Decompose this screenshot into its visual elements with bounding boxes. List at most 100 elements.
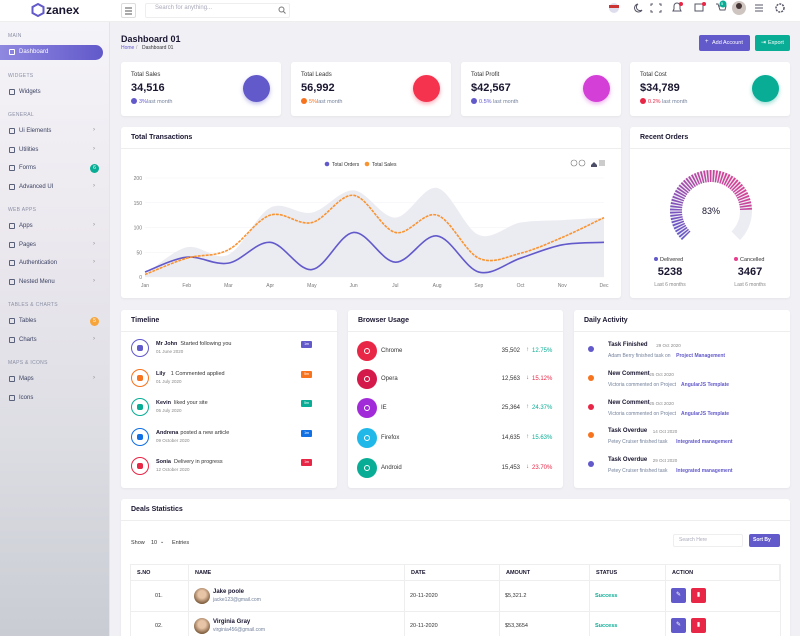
action-button[interactable]: ✎ xyxy=(671,618,686,633)
browser-icon-inner xyxy=(364,405,370,411)
stat-title: Total Profit xyxy=(471,72,500,78)
browser-trend: ↑ xyxy=(526,434,529,440)
browser-icon-inner xyxy=(364,348,370,354)
browser-name: IE xyxy=(381,405,387,411)
stat-period: last month xyxy=(662,99,688,105)
nav-item[interactable]: Icons xyxy=(0,391,103,406)
search-box[interactable] xyxy=(145,3,290,18)
timeline-card: Timeline Mr John Started following you 01 J… xyxy=(121,310,337,488)
nav-item[interactable]: Advanced UI › xyxy=(0,180,103,195)
menu-toggle[interactable] xyxy=(121,3,136,18)
stat-title: Total Cost xyxy=(640,72,667,78)
browser-icon-inner xyxy=(364,465,370,471)
brand: zanex xyxy=(46,3,80,17)
search-box[interactable] xyxy=(673,534,743,547)
header-button[interactable]: + Add Account xyxy=(699,35,750,51)
x-tick-label: Mar xyxy=(224,283,233,289)
timeline-action: Delivery in progress xyxy=(174,459,223,465)
activity-title: Task Finished xyxy=(608,342,648,348)
graphic: 0 50 100 150 200 Jan Feb Mar Apr May Jun Jul Aug Sep O… xyxy=(134,159,609,289)
sort-button[interactable]: Sort By xyxy=(749,534,780,547)
activity-title: New Comment xyxy=(608,400,650,406)
button-icon: + xyxy=(705,39,709,45)
stat-change: 0.2% xyxy=(648,99,661,105)
nav-arrow: › xyxy=(93,222,95,228)
browser-value: 25,364 xyxy=(501,405,520,411)
section-label: MAPS & ICONS xyxy=(8,360,48,366)
nav-item[interactable]: Pages › xyxy=(0,238,103,253)
stat-change-icon xyxy=(640,98,646,104)
timeline-icon-inner xyxy=(137,434,143,440)
nav-arrow: › xyxy=(93,240,95,247)
nav-item[interactable]: Nested Menu › xyxy=(0,275,103,290)
logo-bar xyxy=(0,0,110,22)
card-divider xyxy=(121,520,790,521)
deals-card: Deals Statistics Show 10 ⌄ Entries Search Her… xyxy=(121,499,790,636)
card-divider xyxy=(121,148,621,149)
nav-arrow: › xyxy=(93,259,95,265)
row-date: 20-11-2020 xyxy=(410,593,438,599)
nav-item[interactable]: Ui Elements › xyxy=(0,124,103,139)
nav-item[interactable]: Charts › xyxy=(0,333,103,348)
row-no: 01. xyxy=(155,593,163,599)
card-title: Deals Statistics xyxy=(131,506,183,513)
row-date: 20-11-2020 xyxy=(410,623,438,629)
timeline-icon-inner xyxy=(137,463,143,469)
section-label: TABLES & CHARTS xyxy=(8,302,58,308)
nav-icon xyxy=(9,183,15,190)
entries-caret: ⌄ xyxy=(160,539,165,545)
nav-item[interactable]: Widgets xyxy=(0,85,103,100)
stat-period: last month xyxy=(147,99,173,105)
search-placeholder: Search for anything... xyxy=(155,5,213,11)
nav-item[interactable]: Forms 6 xyxy=(0,161,103,176)
breadcrumb: Home xyxy=(121,45,135,51)
column-header: NAME xyxy=(195,570,212,576)
entries-select: 10 xyxy=(151,540,158,546)
button-label: Add Account xyxy=(712,40,743,46)
row-no: 02. xyxy=(155,623,163,629)
legend-value: 3467 xyxy=(738,266,762,278)
card-divider xyxy=(630,148,790,149)
timeline-name: Andrena xyxy=(156,430,179,436)
table-border xyxy=(499,564,500,636)
row-border xyxy=(130,611,780,612)
nav-icon xyxy=(9,128,15,134)
browser-trend: ↑ xyxy=(526,404,529,410)
action-button[interactable]: ▮ xyxy=(691,618,706,633)
activity-link: AngularJS Template xyxy=(681,382,730,388)
nav-label: Widgets xyxy=(19,88,41,95)
nav-item[interactable]: Utilities › xyxy=(0,143,103,158)
search-placeholder: Search Here xyxy=(679,537,708,543)
line xyxy=(144,194,605,276)
section-label: WIDGETS xyxy=(8,72,34,79)
nav-icon xyxy=(9,278,15,285)
nav-label: Authentication xyxy=(19,260,58,266)
legend-period: Last 6 months xyxy=(734,282,766,288)
stat-card: Total Leads 56,992 5% last month xyxy=(291,62,451,116)
nav-item[interactable]: Dashboard xyxy=(0,45,103,60)
x-tick-label: Nov xyxy=(558,283,567,289)
legend-marker xyxy=(364,161,370,167)
nav-item[interactable]: Apps › xyxy=(0,219,103,234)
activity-title: New Comment xyxy=(608,371,650,377)
timeline-action: Started following you xyxy=(180,341,232,347)
timeline-date: 01 July 2020 xyxy=(156,379,182,384)
nav-item[interactable]: Maps › xyxy=(0,372,103,387)
x-tick-label: Jan xyxy=(141,283,149,289)
nav-icon xyxy=(9,223,15,229)
nav-icon xyxy=(9,318,15,324)
activity-text: Petey Cruiser finished task xyxy=(608,468,668,474)
header-button[interactable]: ⇥ Export xyxy=(755,35,790,51)
action-button[interactable]: ✎ xyxy=(671,588,686,603)
timeline-name: Kevin xyxy=(156,400,171,406)
nav-label: Pages xyxy=(19,241,37,248)
activity-date: 29 Oct 2020 xyxy=(656,343,681,348)
nav-item[interactable]: Authentication › xyxy=(0,256,103,271)
topbar: Search for anything... 5 xyxy=(110,0,800,22)
browser-change: 15.63% xyxy=(532,435,553,441)
timeline-action: posted a new article xyxy=(180,430,230,436)
timeline-icon-inner xyxy=(137,404,143,410)
nav-item[interactable]: Tables 5 xyxy=(0,314,103,329)
stat-value: $34,789 xyxy=(640,82,680,94)
action-button[interactable]: ▮ xyxy=(691,588,706,603)
